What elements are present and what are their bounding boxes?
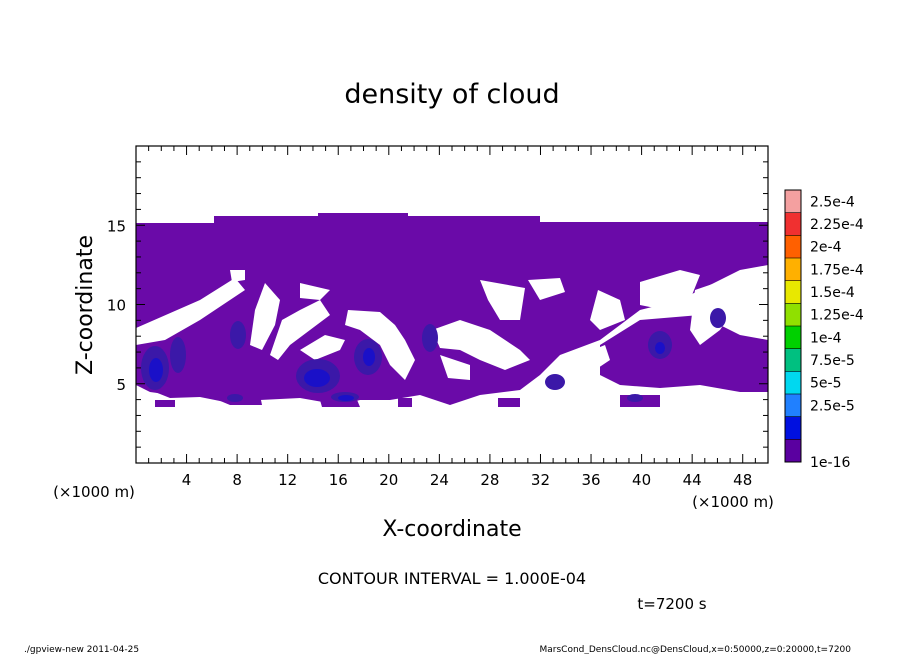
colorbar-swatch: [785, 303, 801, 327]
z-tick-label: 10: [107, 297, 126, 315]
x-tick-label: 32: [531, 471, 550, 489]
x-tick-label: 40: [632, 471, 651, 489]
contour-interval-label: CONTOUR INTERVAL = 1.000E-04: [318, 569, 586, 588]
time-label: t=7200 s: [637, 595, 706, 613]
colorbar: 2.5e-4 2.25e-4 2e-4 1.75e-4 1.5e-4 1.25e-4 1e-…: [784, 189, 864, 471]
x-tick-label: 8: [232, 471, 242, 489]
z-tick-label: 15: [107, 217, 126, 235]
cloud-holes: [136, 270, 768, 380]
cloud-right-low: [600, 315, 768, 392]
colorbar-label: 1.75e-4: [810, 262, 864, 278]
colorbar-label: 2e-4: [810, 240, 842, 256]
cloud-lower-blob: [155, 400, 175, 407]
footer-left: ./gpview-new 2011-04-25: [24, 645, 139, 654]
x-tick-label: 4: [182, 471, 192, 489]
x-tick-label: 36: [581, 471, 600, 489]
x-tick-label: 12: [278, 471, 297, 489]
x-axis-label: X-coordinate: [382, 517, 521, 542]
colorbar-label: 2.25e-4: [810, 217, 864, 233]
z-axis-label: Z-coordinate: [73, 235, 98, 375]
colorbar-label: 7.5e-5: [810, 353, 855, 369]
x-tick-label: 24: [430, 471, 449, 489]
cloud-lower-blob: [398, 398, 412, 407]
colorbar-label: 1.5e-4: [810, 285, 855, 301]
colorbar-label: 5e-5: [810, 376, 841, 392]
colorbar-label: 2.5e-4: [810, 194, 855, 210]
colorbar-swatch: [785, 394, 801, 417]
z-axis-unit: (×1000 m): [53, 483, 135, 501]
colorbar-swatch: [785, 258, 801, 281]
colorbar-swatch: [785, 280, 801, 304]
x-tick-label: 48: [733, 471, 752, 489]
colorbar-label: 1e-4: [810, 330, 842, 346]
colorbar-swatch: [785, 371, 801, 395]
x-tick-label: 16: [329, 471, 348, 489]
colorbar-label: 1.25e-4: [810, 308, 864, 324]
x-tick-label: 44: [683, 471, 702, 489]
colorbar-swatch: [785, 190, 801, 213]
cloud-cores-mid: [141, 308, 726, 402]
colorbar-swatch: [785, 326, 801, 349]
colorbar-label: 1e-16: [810, 455, 850, 471]
contour-field: [136, 213, 768, 407]
colorbar-swatch: [785, 416, 801, 440]
z-axis: 5 10 15: [107, 161, 768, 448]
footer-right: MarsCond_DensCloud.nc@DensCloud,x=0:5000…: [540, 645, 852, 654]
x-tick-label: 20: [379, 471, 398, 489]
cloud-band: [136, 213, 768, 405]
colorbar-swatch: [785, 212, 801, 236]
cloud-lower-blob: [498, 398, 520, 407]
x-axis-unit: (×1000 m): [692, 493, 774, 511]
chart-title: density of cloud: [344, 79, 559, 110]
colorbar-swatch: [785, 348, 801, 372]
colorbar-swatch: [785, 439, 801, 463]
x-tick-label: 28: [480, 471, 499, 489]
colorbar-label: 2.5e-5: [810, 398, 855, 414]
colorbar-swatch: [785, 235, 801, 259]
z-tick-label: 5: [116, 376, 126, 394]
cloud-cores-dense: [149, 342, 665, 401]
x-axis: 4 8 12 16 20 24 28 32 36 40 44 48: [148, 146, 756, 489]
